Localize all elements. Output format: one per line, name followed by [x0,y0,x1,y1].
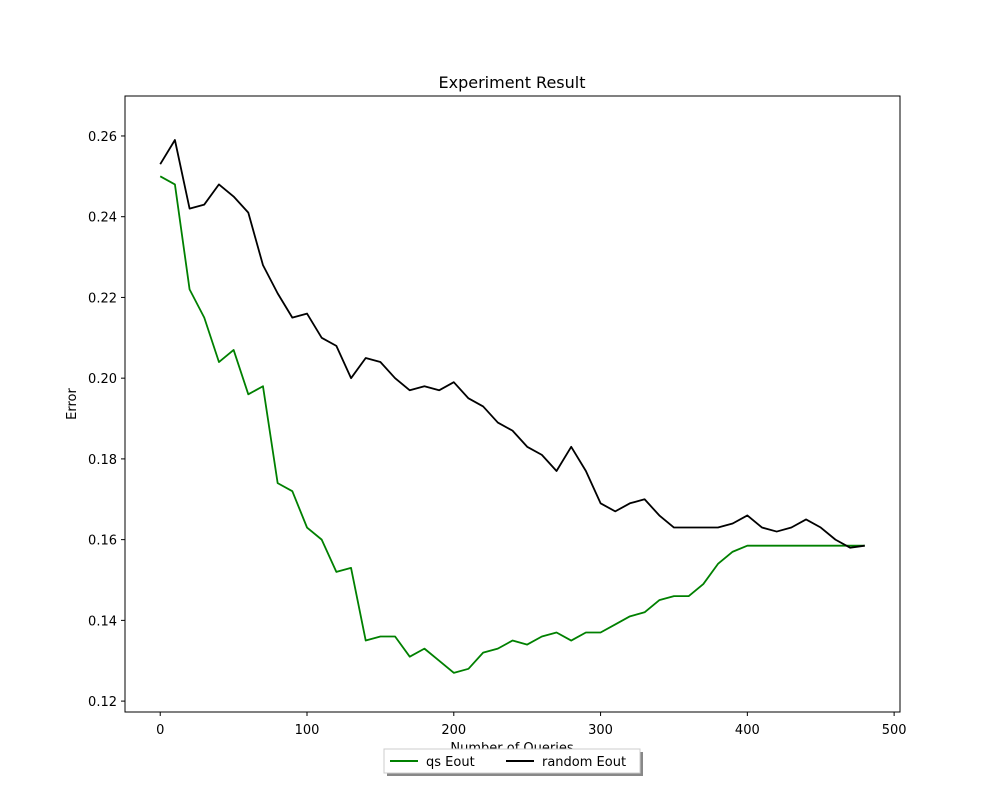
y-tick-label: 0.18 [88,453,117,468]
y-tick-label: 0.26 [88,130,117,145]
y-tick-label: 0.12 [88,695,117,710]
data-line [159,139,865,549]
x-tick-label: 100 [295,723,320,738]
y-tick-label: 0.16 [88,534,117,549]
y-tick-label: 0.20 [88,372,117,387]
legend-label: random Eout [542,755,626,770]
data-line [159,175,865,674]
x-tick-label: 500 [882,723,907,738]
plot-area [124,95,901,713]
y-tick-label: 0.22 [88,291,117,306]
x-tick-label: 200 [441,723,466,738]
chart-title: Experiment Result [439,73,586,92]
legend-label: qs Eout [426,755,475,770]
x-tick-label: 300 [588,723,613,738]
legend: qs Eout random Eout [383,748,643,776]
y-tick-label: 0.14 [88,614,117,629]
x-tick-label: 0 [156,723,164,738]
x-tick-label: 400 [735,723,760,738]
y-axis-label: Error [65,388,80,420]
y-tick-label: 0.24 [88,211,117,226]
